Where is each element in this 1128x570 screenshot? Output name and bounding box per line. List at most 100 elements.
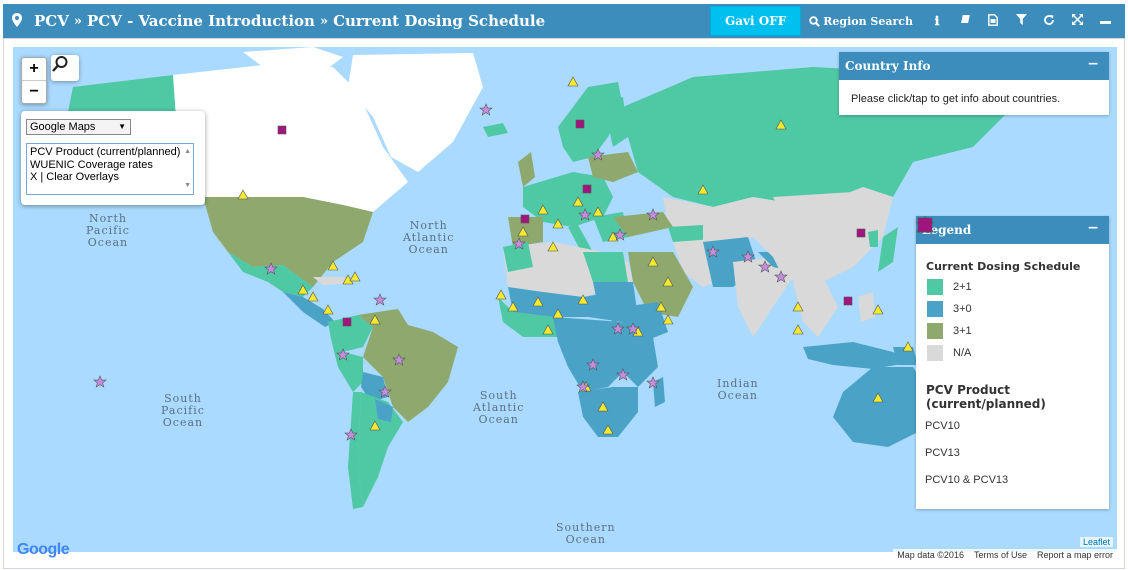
- marker-pcv13: [507, 301, 519, 312]
- east-africa: [623, 332, 658, 387]
- square-icon: [917, 217, 933, 233]
- export-file-icon[interactable]: [979, 13, 1007, 29]
- label-north-pacific: North Pacific Ocean: [86, 212, 130, 249]
- zoom-out-button[interactable]: −: [22, 80, 46, 103]
- info-icon[interactable]: ℹ: [934, 14, 940, 28]
- marker-pcv10: [264, 262, 278, 275]
- marker-pcv10-pcv13: [856, 228, 866, 238]
- country-chile: [348, 392, 363, 509]
- marker-pcv10-pcv13: [843, 296, 853, 306]
- legend-label: PCV10 & PCV13: [925, 474, 1009, 486]
- marker-pcv10: [392, 353, 406, 366]
- collapse-icon[interactable]: −: [1087, 56, 1099, 72]
- refresh-icon[interactable]: [1035, 14, 1063, 29]
- legend-schedule-title: Current Dosing Schedule: [926, 260, 1081, 273]
- marker-pcv13: [792, 301, 804, 312]
- country-italy: [568, 225, 593, 255]
- marker-pcv10-pcv13: [277, 125, 287, 135]
- country-egypt: [583, 252, 628, 282]
- label-north-atlantic: North Atlantic Ocean: [403, 219, 455, 256]
- country-usa: [203, 197, 373, 287]
- swatch: [927, 322, 943, 339]
- toolbar: Gavi OFF Region Search ℹ: [710, 4, 1125, 38]
- legend-item-pcv13: PCV13: [916, 216, 1109, 462]
- caucasus: [668, 225, 703, 242]
- marker-pcv10-pcv13: [520, 214, 530, 224]
- country-info-title: Country Info: [845, 59, 931, 73]
- map-search-button[interactable]: [51, 55, 79, 81]
- country-info-panel: Country Info − Please click/tap to get i…: [839, 52, 1109, 115]
- overlay-item-pcv-product[interactable]: PCV Product (current/planned): [30, 146, 181, 158]
- marker-pcv13: [517, 226, 529, 237]
- marker-pcv10: [586, 358, 600, 371]
- label-southern-ocean: Southern Ocean: [556, 521, 616, 546]
- legend-item-3plus1: 3+1: [927, 322, 1109, 339]
- search-icon: [809, 15, 821, 27]
- marker-pcv13: [537, 204, 549, 215]
- marker-pcv10: [373, 293, 387, 306]
- leaflet-link[interactable]: Leaflet: [1079, 537, 1113, 547]
- country-info-body: Please click/tap to get info about count…: [851, 93, 1061, 105]
- country-cuba: [313, 277, 353, 285]
- marker-pcv13: [327, 260, 339, 271]
- legend-header: Legend −: [916, 216, 1109, 244]
- legend-label: 3+0: [953, 302, 972, 315]
- marker-pcv13: [572, 196, 584, 207]
- country-peru: [331, 339, 363, 392]
- overlay-item-wuenic[interactable]: WUENIC Coverage rates: [30, 158, 153, 171]
- marker-pcv10: [626, 322, 640, 335]
- marker-pcv13: [902, 341, 914, 352]
- central-africa: [553, 317, 628, 392]
- breadcrumb-item-pcv[interactable]: PCV: [34, 12, 69, 30]
- country-brazil: [363, 325, 458, 422]
- zoom-in-button[interactable]: +: [29, 60, 39, 77]
- country-turkey: [613, 212, 673, 237]
- marker-pcv10: [378, 385, 392, 398]
- overlay-list[interactable]: PCV Product (current/planned) WUENIC Cov…: [26, 143, 194, 195]
- breadcrumb: PCV » PCV - Vaccine Introduction » Curre…: [34, 12, 545, 30]
- legend-title: Legend: [922, 223, 972, 237]
- legend-label: 3+1: [953, 324, 972, 337]
- marker-pcv10: [479, 103, 493, 116]
- book-icon[interactable]: [951, 14, 979, 28]
- country-uk: [518, 152, 535, 187]
- marker-pcv10: [646, 208, 660, 221]
- scroll-down-icon[interactable]: ▼: [184, 181, 191, 189]
- canada-arctic-islands: [243, 47, 343, 72]
- marker-pcv13: [369, 314, 381, 325]
- overlay-item-clear[interactable]: X | Clear Overlays: [30, 171, 120, 183]
- marker-pcv13: [552, 218, 564, 229]
- breadcrumb-item-vaccine-introduction[interactable]: PCV - Vaccine Introduction: [86, 12, 315, 30]
- fullscreen-icon[interactable]: [1063, 14, 1091, 28]
- label-south-pacific: South Pacific Ocean: [161, 392, 205, 429]
- marker-pcv13: [237, 189, 249, 200]
- gavi-toggle-button[interactable]: Gavi OFF: [710, 6, 802, 36]
- collapse-icon[interactable]: −: [1087, 220, 1099, 236]
- terms-link[interactable]: Terms of Use: [973, 550, 1027, 560]
- marker-pcv10: [613, 228, 627, 241]
- country-indonesia: [803, 342, 913, 369]
- country-saudi-arabia: [628, 252, 693, 317]
- minimize-icon[interactable]: [1091, 14, 1119, 28]
- filter-icon[interactable]: [1007, 14, 1035, 28]
- marker-pcv13: [349, 271, 361, 282]
- legend-label: PCV13: [925, 447, 960, 459]
- marker-pcv13: [532, 296, 544, 307]
- scroll-up-icon[interactable]: ▲: [184, 148, 191, 155]
- base-layer-select[interactable]: Google Maps ▼: [26, 119, 131, 135]
- legend-label: 2+1: [953, 280, 972, 293]
- region-search-button[interactable]: Region Search: [809, 15, 913, 28]
- marker-pcv13: [597, 401, 609, 412]
- world-map[interactable]: + − Google Maps ▼ PCV Product (current/p…: [13, 47, 1117, 561]
- google-logo-text: Google: [17, 541, 70, 558]
- region-search-label: Region Search: [823, 14, 913, 28]
- swatch: [927, 300, 943, 317]
- marker-pcv13: [775, 119, 787, 130]
- marker-group-pcv10-pcv13: [277, 119, 866, 327]
- marker-group-pcv10: [93, 103, 788, 441]
- marker-pcv10: [706, 245, 720, 258]
- chevron-double-right-icon: »: [73, 13, 82, 29]
- central-america: [283, 292, 335, 327]
- report-error-link[interactable]: Report a map error: [1036, 550, 1113, 560]
- label-indian-ocean: Indian Ocean: [717, 377, 759, 402]
